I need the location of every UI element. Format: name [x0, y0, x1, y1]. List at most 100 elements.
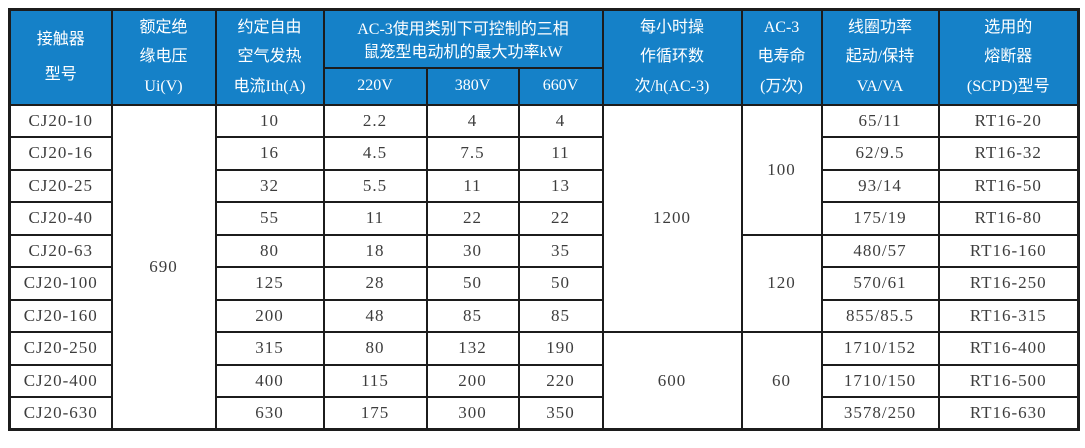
header-line: 选用的 — [984, 18, 1033, 36]
cell-insulation-voltage: 690 — [110, 103, 217, 431]
cell-thermal-current: 80 — [214, 233, 325, 268]
cell-thermal-current: 400 — [214, 363, 325, 398]
cell-life: 60 — [740, 331, 823, 431]
cell-thermal-current: 125 — [214, 266, 325, 301]
cell-model: CJ20-16 — [8, 136, 113, 171]
header-line: AC-3使用类别下可控制的三相 — [357, 20, 569, 38]
cell-model: CJ20-40 — [8, 201, 113, 236]
cell-kw-660v: 350 — [517, 396, 604, 431]
cell-coil-power: 93/14 — [820, 168, 940, 203]
table-row: CJ20-400 400 115 200 220 1710/150 RT16-5… — [8, 363, 1080, 398]
header-electrical-life: AC-3 电寿命 (万次) — [740, 8, 823, 106]
cell-fuse: RT16-160 — [937, 233, 1080, 268]
cell-thermal-current: 16 — [214, 136, 325, 171]
cell-fuse: RT16-500 — [937, 363, 1080, 398]
cell-model: CJ20-160 — [8, 298, 113, 333]
header-line: Ui(V) — [144, 78, 183, 96]
cell-kw-660v: 4 — [517, 103, 604, 138]
header-line: 型号 — [44, 66, 77, 84]
header-line: 接触器 — [36, 31, 85, 49]
cell-thermal-current: 10 — [214, 103, 325, 138]
cell-kw-660v: 35 — [517, 233, 604, 268]
cell-coil-power: 480/57 — [820, 233, 940, 268]
cell-kw-220v: 4.5 — [322, 136, 428, 171]
cell-kw-220v: 28 — [322, 266, 428, 301]
cell-kw-220v: 80 — [322, 331, 428, 366]
table-row: CJ20-63 80 18 30 35 120 480/57 RT16-160 — [8, 233, 1080, 333]
cell-fuse: RT16-630 — [937, 396, 1080, 431]
header-line: 每小时操 — [639, 18, 704, 36]
cell-kw-660v: 13 — [517, 168, 604, 203]
cell-kw-380v: 7.5 — [425, 136, 520, 171]
cell-kw-660v: 220 — [517, 363, 604, 398]
cell-cycles: 600 — [601, 331, 743, 431]
cell-model: CJ20-63 — [8, 233, 113, 268]
table-row: CJ20-160 200 48 85 85 855/85.5 RT16-315 — [8, 298, 1080, 333]
cell-model: CJ20-400 — [8, 363, 113, 398]
cell-kw-380v: 30 — [425, 233, 520, 268]
header-cycles-per-hour: 每小时操 作循环数 次/h(AC-3) — [601, 8, 743, 106]
cell-coil-power: 175/19 — [820, 201, 940, 236]
header-line: (SCPD)型号 — [966, 78, 1050, 96]
cell-kw-220v: 2.2 — [322, 103, 428, 138]
cell-kw-220v: 5.5 — [322, 168, 428, 203]
cell-coil-power: 1710/150 — [820, 363, 940, 398]
header-line: AC-3 — [763, 18, 800, 36]
cell-fuse: RT16-80 — [937, 201, 1080, 236]
cell-kw-660v: 11 — [517, 136, 604, 171]
header-coil-power: 线圈功率 起动/保持 VA/VA — [820, 8, 940, 106]
cell-kw-380v: 132 — [425, 331, 520, 366]
cell-kw-660v: 22 — [517, 201, 604, 236]
table-row: CJ20-40 55 11 22 22 175/19 RT16-80 — [8, 201, 1080, 236]
header-thermal-current: 约定自由 空气发热 电流Ith(A) — [214, 8, 325, 106]
header-line: 额定绝 — [139, 18, 188, 36]
table-row: CJ20-630 630 175 300 350 3578/250 RT16-6… — [8, 396, 1080, 431]
cell-coil-power: 3578/250 — [820, 396, 940, 431]
cell-thermal-current: 32 — [214, 168, 325, 203]
table-row: CJ20-250 315 80 132 190 600 60 1710/152 … — [8, 331, 1080, 431]
cell-kw-660v: 85 — [517, 298, 604, 333]
header-line: 电寿命 — [757, 48, 806, 66]
cell-kw-660v: 50 — [517, 266, 604, 301]
header-line: (万次) — [760, 78, 803, 96]
cell-thermal-current: 200 — [214, 298, 325, 333]
cell-coil-power: 65/11 — [820, 103, 940, 138]
cell-model: CJ20-25 — [8, 168, 113, 203]
cell-coil-power: 62/9.5 — [820, 136, 940, 171]
cell-kw-220v: 11 — [322, 201, 428, 236]
table-row: CJ20-16 16 4.5 7.5 11 62/9.5 RT16-32 — [8, 136, 1080, 171]
cell-coil-power: 1710/152 — [820, 331, 940, 366]
cell-kw-380v: 300 — [425, 396, 520, 431]
cell-coil-power: 570/61 — [820, 266, 940, 301]
cell-kw-220v: 115 — [322, 363, 428, 398]
cell-kw-380v: 22 — [425, 201, 520, 236]
header-line: 约定自由 — [237, 18, 302, 36]
header-line: 次/h(AC-3) — [634, 78, 710, 96]
header-line: 空气发热 — [237, 48, 302, 66]
cell-kw-380v: 11 — [425, 168, 520, 203]
table-row: CJ20-100 125 28 50 50 570/61 RT16-250 — [8, 266, 1080, 301]
cell-thermal-current: 630 — [214, 396, 325, 431]
cell-kw-660v: 190 — [517, 331, 604, 366]
cell-model: CJ20-10 — [8, 103, 113, 138]
header-contactor-model: 接触器 型号 — [8, 8, 113, 106]
spec-table: 接触器 型号 额定绝 缘电压 Ui(V) 约定自由 空气发热 电流Ith(A) … — [8, 8, 1080, 431]
header-row-top: 接触器 型号 额定绝 缘电压 Ui(V) 约定自由 空气发热 电流Ith(A) … — [8, 8, 1080, 106]
cell-fuse: RT16-20 — [937, 103, 1080, 138]
cell-fuse: RT16-32 — [937, 136, 1080, 171]
cell-model: CJ20-250 — [8, 331, 113, 366]
cell-fuse: RT16-50 — [937, 168, 1080, 203]
cell-life: 120 — [740, 233, 823, 333]
cell-coil-power: 855/85.5 — [820, 298, 940, 333]
header-380v: 380V — [425, 66, 520, 106]
header-line: 作循环数 — [639, 48, 704, 66]
cell-kw-220v: 48 — [322, 298, 428, 333]
cell-kw-380v: 4 — [425, 103, 520, 138]
cell-kw-220v: 18 — [322, 233, 428, 268]
cell-kw-380v: 200 — [425, 363, 520, 398]
table-row: CJ20-25 32 5.5 11 13 93/14 RT16-50 — [8, 168, 1080, 203]
header-660v: 660V — [517, 66, 604, 106]
header-line: 熔断器 — [984, 48, 1033, 66]
header-line: VA/VA — [856, 78, 904, 96]
cell-model: CJ20-100 — [8, 266, 113, 301]
